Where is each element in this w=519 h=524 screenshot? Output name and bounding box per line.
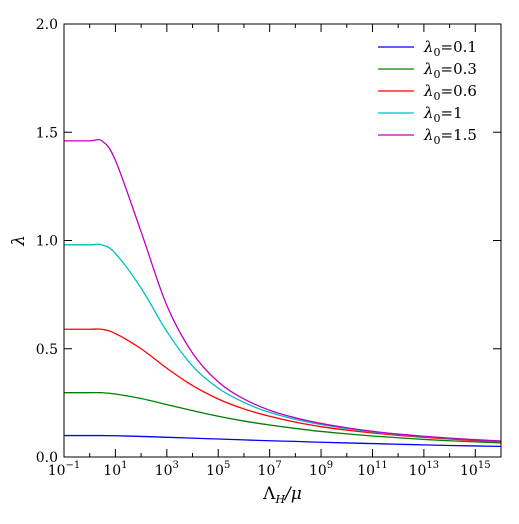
series-line-3 bbox=[64, 243, 502, 442]
x-tick-label-4: 107 bbox=[258, 460, 282, 479]
y-tick-label-3: 1.5 bbox=[36, 125, 58, 141]
legend-label-1: λ0=0.3 bbox=[423, 60, 477, 81]
y-axis-label: λ bbox=[9, 235, 29, 247]
x-tick-label-8: 1015 bbox=[460, 460, 491, 479]
x-tick-label-7: 1013 bbox=[409, 460, 440, 479]
axis-labels: ΛH/μ λ bbox=[9, 235, 302, 506]
x-tick-label-1: 101 bbox=[103, 460, 127, 479]
axis-ticks: 10−1 101 103 105 107 109 1011 1013 1015 0.0 0.5 1.0… bbox=[36, 17, 502, 479]
y-tick-label-4: 2.0 bbox=[36, 17, 58, 33]
x-tick-label-0: 10−1 bbox=[48, 460, 81, 479]
series-line-4 bbox=[63, 138, 502, 442]
series-line-2 bbox=[64, 328, 502, 443]
x-axis-label: ΛH/μ bbox=[262, 484, 302, 506]
legend-label-2: λ0=0.6 bbox=[423, 82, 477, 103]
x-tick-label-3: 105 bbox=[206, 460, 230, 479]
y-tick-label-2: 1.0 bbox=[36, 234, 58, 250]
x-tick-label-6: 1011 bbox=[357, 460, 388, 479]
series-line-1 bbox=[64, 391, 502, 444]
legend-label-0: λ0=0.1 bbox=[423, 38, 477, 59]
y-tick-label-1: 0.5 bbox=[36, 342, 58, 358]
legend-label-3: λ0=1 bbox=[423, 104, 463, 125]
y-tick-label-0: 0.0 bbox=[36, 450, 58, 466]
series-lines bbox=[63, 138, 502, 448]
legend: λ0=0.1λ0=0.3λ0=0.6λ0=1λ0=1.5 bbox=[378, 38, 477, 147]
plot-frame bbox=[63, 23, 502, 458]
x-tick-label-2: 103 bbox=[155, 460, 179, 479]
legend-label-4: λ0=1.5 bbox=[423, 126, 477, 147]
x-tick-label-5: 109 bbox=[309, 460, 333, 479]
series-line-0 bbox=[64, 434, 502, 448]
